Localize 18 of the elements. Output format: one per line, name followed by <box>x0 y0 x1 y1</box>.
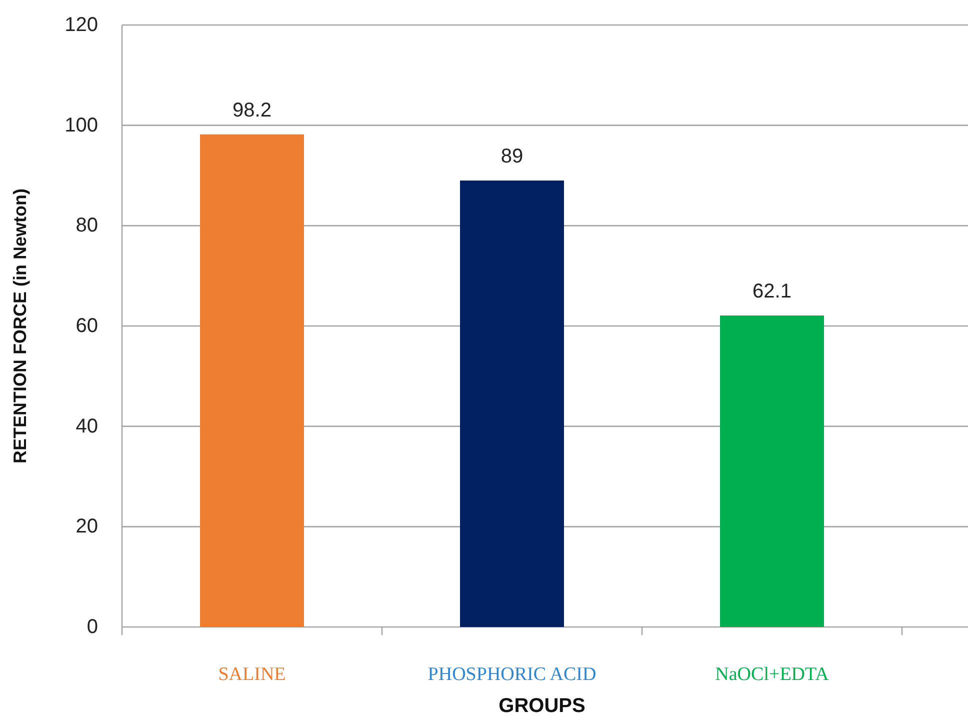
y-tick-label: 40 <box>76 415 98 438</box>
bar <box>720 315 824 627</box>
y-tick-label: 120 <box>64 14 98 36</box>
y-axis-title: RETENTION FORCE (in Newton) <box>10 188 30 464</box>
bar <box>200 134 304 627</box>
x-axis-title: GROUPS <box>498 695 586 717</box>
y-tick-label: 20 <box>76 516 98 538</box>
data-label: 98.2 <box>232 99 272 122</box>
x-tick-label: NaOCl+EDTA <box>715 664 830 685</box>
data-label: 62.1 <box>752 280 792 302</box>
y-tick-label: 80 <box>76 214 98 237</box>
x-tick-label: PHOSPHORIC ACID <box>428 664 596 685</box>
y-tick-label: 0 <box>86 616 98 638</box>
data-label: 89 <box>500 146 524 168</box>
y-tick-label: 100 <box>64 114 98 136</box>
bar <box>460 180 564 627</box>
x-tick-label: SALINE <box>218 664 286 685</box>
y-tick-label: 60 <box>76 315 98 337</box>
